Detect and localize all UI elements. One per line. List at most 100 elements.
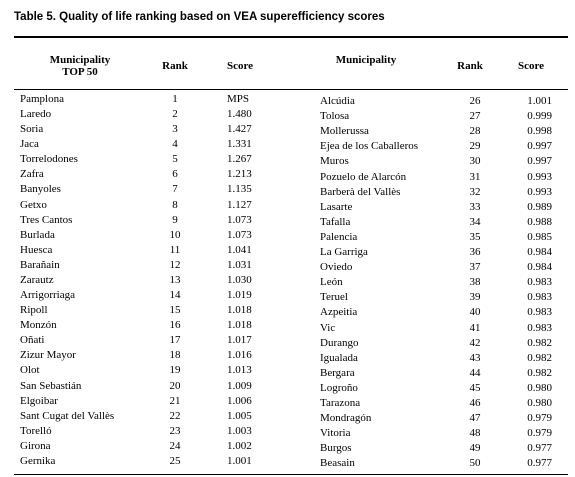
score-cell: 0.977 [527,457,552,470]
score-cell: 0.980 [527,397,552,409]
score-cell: 1.480 [227,108,252,121]
municipality-cell: Beasain [320,457,355,470]
score-cell: 1.018 [227,319,252,332]
rank-cell: 34 [469,215,481,228]
municipality-cell: Igualada [320,351,358,364]
municipality-cell: Ripoll [20,304,48,317]
score-cell: 1.213 [227,168,252,181]
score-cell: 1.267 [227,153,252,166]
municipality-cell: Oñati [20,334,45,347]
score-cell: 1.006 [227,394,252,407]
score-cell: 0.983 [527,306,552,319]
rank-cell: 24 [169,439,181,452]
score-cell: 0.985 [527,230,552,243]
score-cell: 0.982 [527,336,552,349]
rank-cell: 1 [172,93,178,105]
score-cell: 0.984 [527,246,552,258]
municipality-cell: Mondragón [320,412,372,425]
rank-cell: 23 [169,424,181,437]
column-header: TOP 50 [62,66,98,78]
rank-cell: 4 [172,138,178,151]
rank-cell: 42 [469,336,481,349]
table-title: Table 5. Quality of life ranking based o… [14,11,385,23]
column-header: Municipality [49,54,111,66]
score-cell: 1.013 [227,364,252,377]
municipality-cell: Oviedo [320,261,353,274]
municipality-cell: Jaca [20,138,39,151]
rank-cell: 48 [469,427,481,440]
municipality-cell: Durango [320,336,359,349]
municipality-cell: Monzón [20,319,57,332]
municipality-cell: Gernika [20,454,56,467]
rank-cell: 46 [469,397,481,409]
municipality-cell: Vitoria [320,427,351,440]
rank-cell: 6 [172,168,178,181]
rank-cell: 37 [469,261,481,274]
rank-cell: 27 [469,110,481,123]
score-cell: 0.983 [527,276,552,289]
score-cell: 0.988 [527,215,552,228]
rank-cell: 49 [469,442,481,455]
municipality-cell: Zafra [20,168,44,181]
rank-cell: 8 [172,198,178,211]
rank-cell: 12 [169,258,181,271]
municipality-cell: Torrelodones [20,153,78,166]
rank-cell: 17 [169,334,181,347]
municipality-cell: Tolosa [320,110,350,123]
score-cell: 0.989 [527,200,552,213]
rank-cell: 41 [469,321,481,334]
score-cell: 1.018 [227,304,252,317]
score-cell: 0.983 [527,291,552,304]
municipality-cell: Getxo [20,198,47,211]
rank-cell: 11 [169,243,181,256]
score-cell: 0.982 [527,351,552,364]
municipality-cell: Elgoibar [20,394,58,407]
rank-cell: 36 [469,246,481,258]
municipality-cell: Palencia [320,230,358,243]
score-cell: 1.003 [227,424,252,437]
municipality-cell: Vic [320,321,336,334]
rank-cell: 10 [169,228,181,241]
score-cell: 1.019 [227,289,252,302]
score-cell: 0.979 [527,412,552,425]
rank-cell: 47 [469,412,481,425]
municipality-cell: Tafalla [320,215,351,228]
score-cell: 1.001 [227,454,252,467]
score-cell: 1.030 [227,273,252,286]
rank-cell: 20 [169,379,181,392]
municipality-cell: Burgos [320,442,352,455]
municipality-cell: León [320,276,343,289]
column-header: Rank [457,60,483,72]
column-header: Rank [162,60,188,72]
rank-cell: 45 [469,381,481,394]
municipality-cell: Teruel [320,291,348,304]
score-cell: 0.982 [527,366,552,379]
municipality-cell: Alcúdia [320,95,355,107]
rank-cell: 26 [469,95,481,107]
score-cell: MPS [227,93,250,105]
bottom-rule [14,474,568,475]
score-cell: 0.977 [527,442,552,455]
municipality-cell: Muros [320,155,349,168]
score-cell: 1.073 [227,213,252,226]
rank-cell: 33 [469,200,481,213]
score-cell: 1.031 [227,258,252,271]
rank-cell: 29 [469,140,481,153]
municipality-cell: Barañain [20,258,60,271]
rank-cell: 40 [469,306,481,319]
municipality-cell: Logroño [320,381,358,394]
rank-cell: 7 [172,183,178,196]
column-header: Score [226,60,254,72]
score-cell: 0.993 [527,170,552,183]
score-cell: 0.984 [527,261,552,274]
score-cell: 1.331 [227,138,252,151]
municipality-cell: Tres Cantos [20,213,73,226]
rank-cell: 19 [169,364,181,377]
score-cell: 1.002 [227,439,252,452]
municipality-cell: Soria [20,123,44,136]
rank-cell: 39 [469,291,481,304]
municipality-cell: Azpeitia [320,306,358,319]
score-cell: 1.427 [227,123,252,136]
score-cell: 0.983 [527,321,552,334]
